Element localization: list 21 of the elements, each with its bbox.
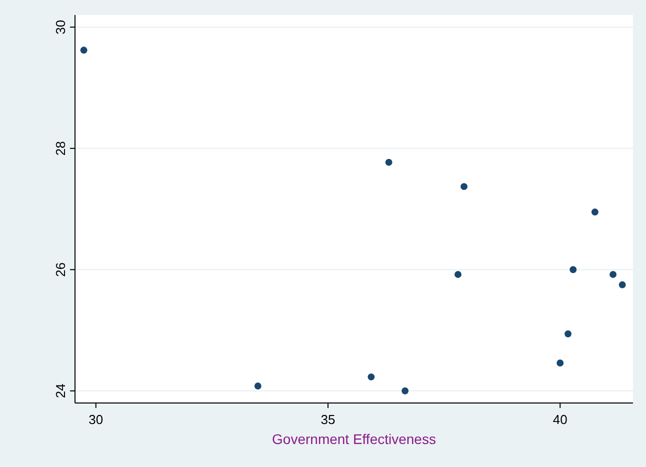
- point: [610, 271, 617, 278]
- y-tick-label: 26: [53, 262, 68, 277]
- point: [368, 373, 375, 380]
- point: [460, 183, 468, 190]
- y-tick-label: 24: [53, 384, 68, 398]
- x-tick-label: 30: [88, 412, 104, 427]
- point: [556, 360, 564, 366]
- point: [80, 46, 88, 54]
- point: [402, 387, 409, 394]
- y-tick-label: 28: [53, 141, 68, 156]
- point: [570, 266, 577, 274]
- point: [254, 382, 262, 390]
- y-tick-label: 30: [53, 20, 68, 34]
- point: [564, 330, 572, 338]
- point: [618, 281, 626, 288]
- x-tick-label: 40: [552, 412, 568, 427]
- point: [454, 271, 462, 278]
- point: [591, 208, 598, 216]
- x-axis-title: Government Effectiveness: [272, 431, 436, 447]
- point: [385, 158, 392, 166]
- x-tick-label: 35: [320, 412, 336, 427]
